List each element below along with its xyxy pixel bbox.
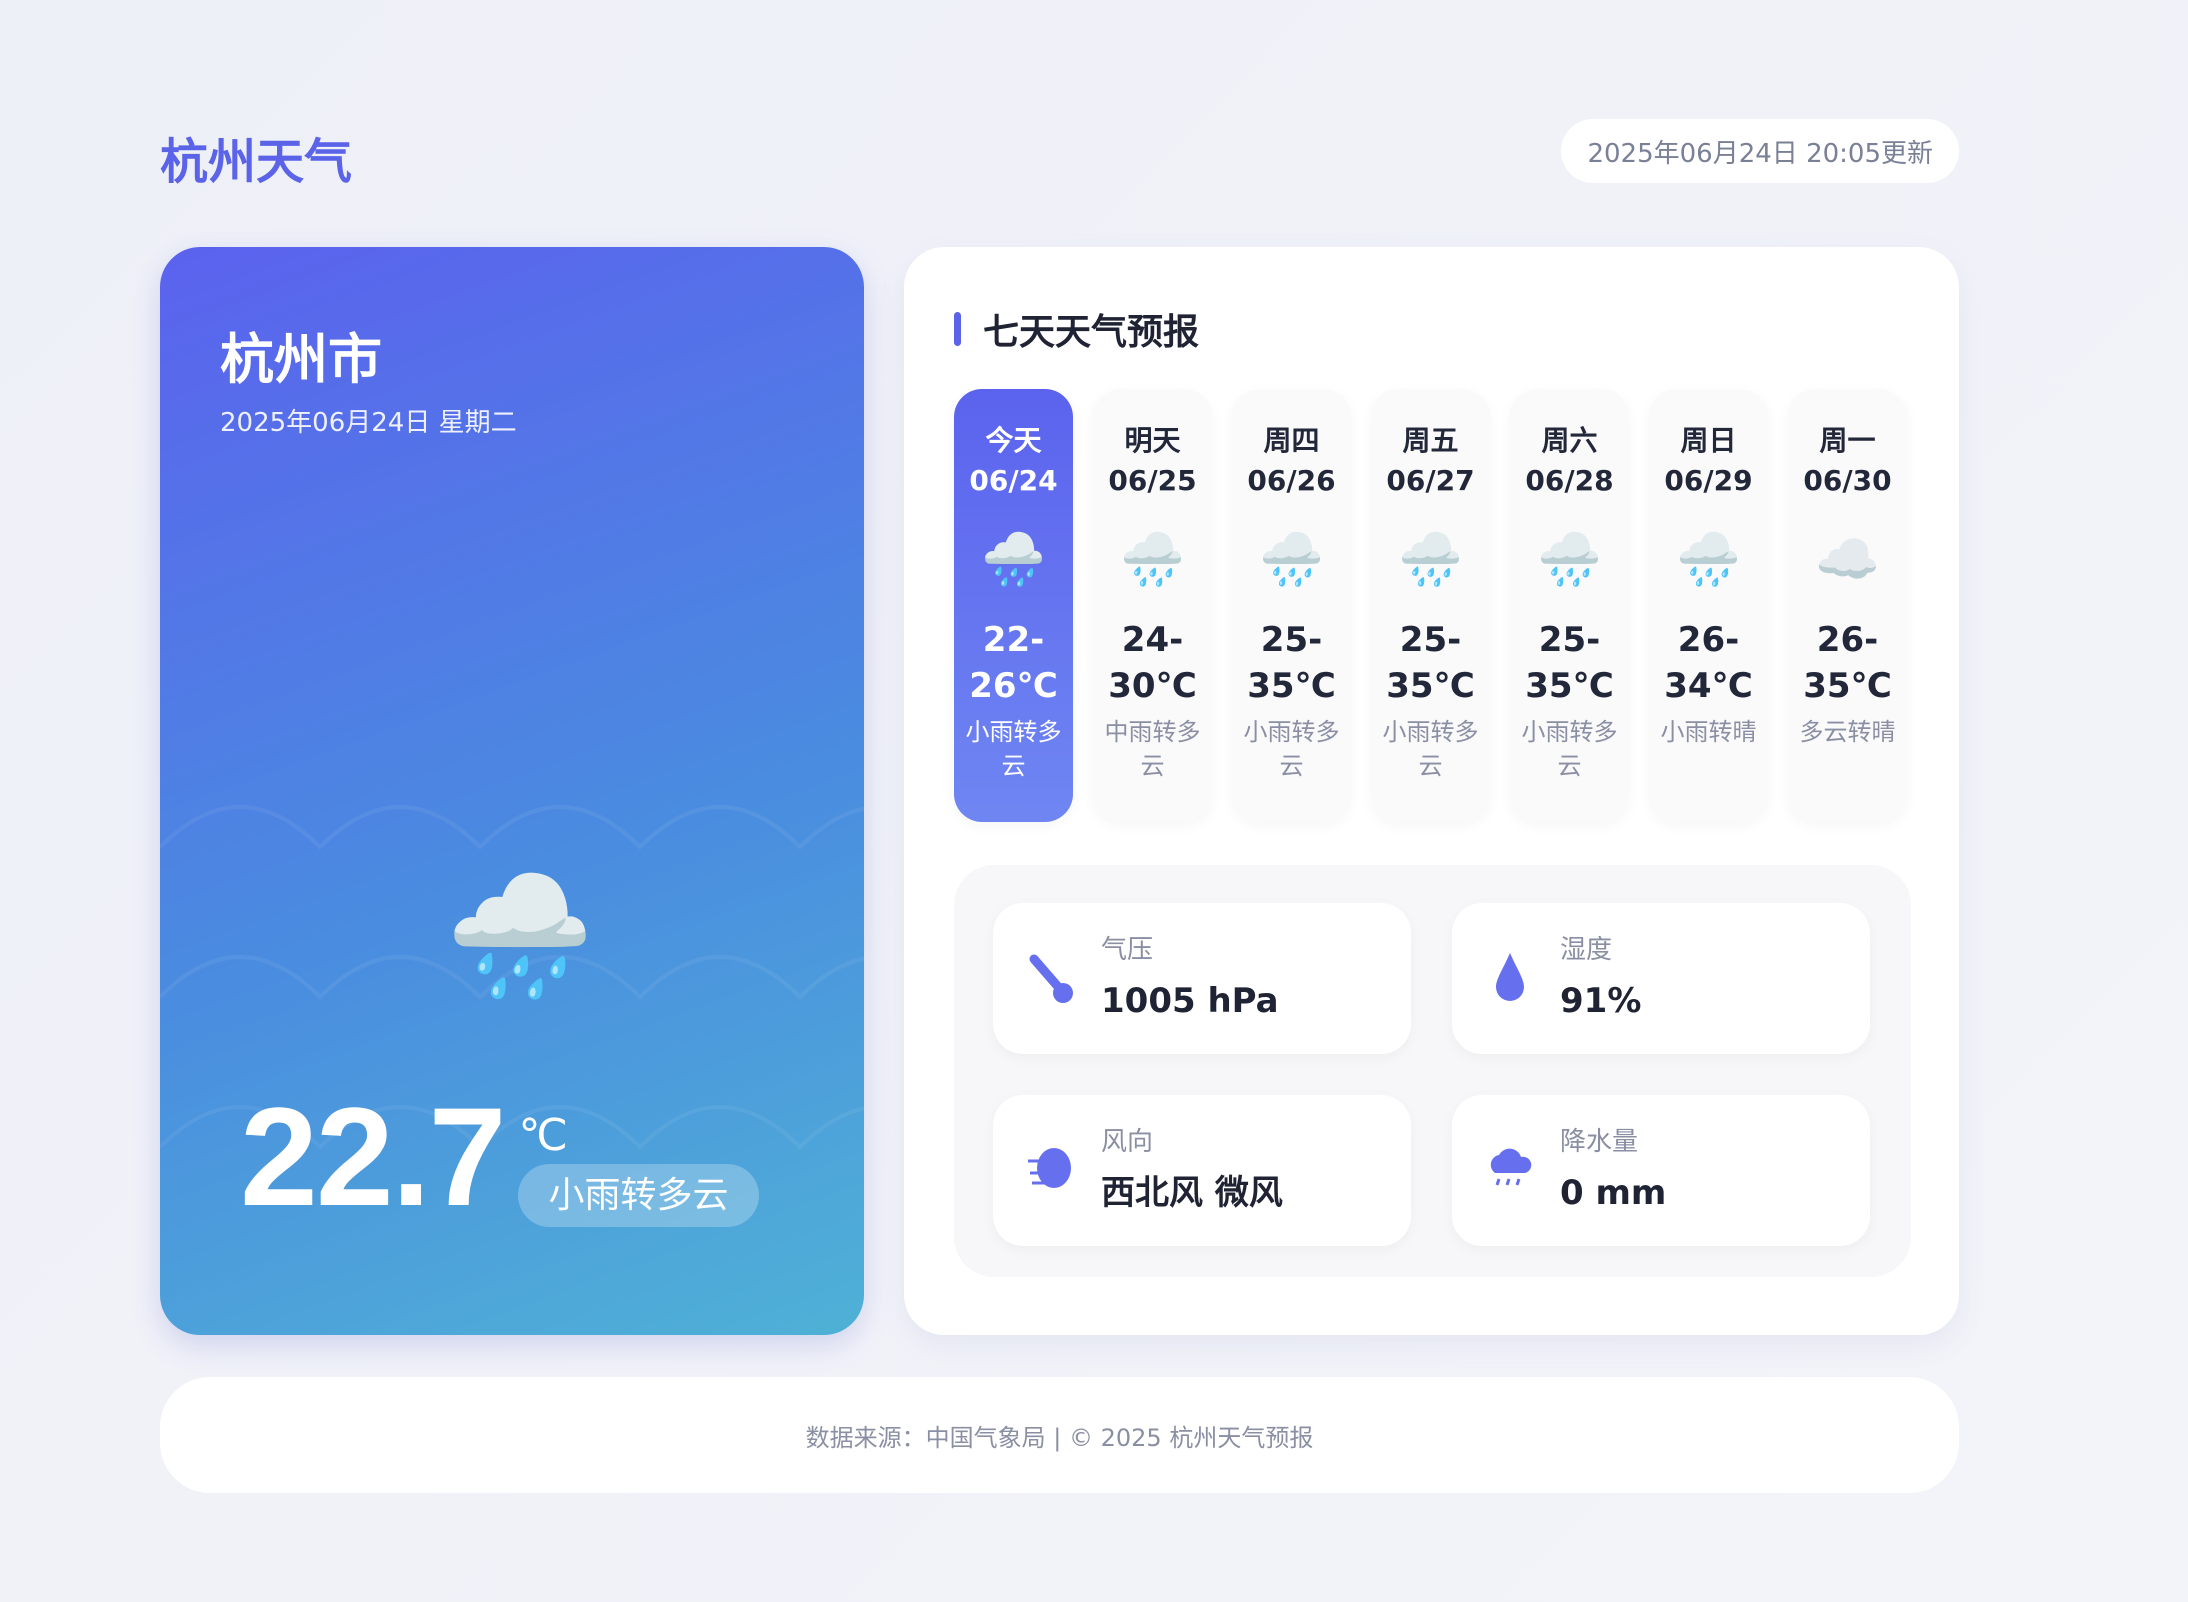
cloud-icon: ☁️: [1815, 530, 1880, 590]
day-date: 06/26: [1247, 464, 1336, 497]
day-name: 周一: [1819, 424, 1876, 457]
title-accent-bar: [954, 312, 961, 346]
forecast-day[interactable]: 今天 06/24 🌧️ 22- 26℃ 小雨转多云: [954, 389, 1073, 822]
stat-label: 湿度: [1560, 935, 1613, 965]
temp-high: 35℃: [1386, 666, 1475, 706]
stat-pressure: 气压 1005 hPa: [993, 903, 1411, 1054]
current-date: 2025年06月24日 星期二: [220, 408, 517, 438]
day-description: 小雨转多云: [965, 718, 1062, 780]
temp-low: 26-: [1816, 620, 1879, 660]
details-panel: 气压 1005 hPa 湿度 91% 风向 西北风 微风 降水量 0 mm: [954, 865, 1911, 1277]
temp-low: 25-: [1260, 620, 1323, 660]
app-title: 杭州天气: [160, 134, 353, 190]
day-name: 明天: [1124, 424, 1181, 457]
day-date: 06/29: [1664, 464, 1753, 497]
forecast-day[interactable]: 周六 06/28 🌧️ 25- 35℃ 小雨转多云: [1510, 389, 1629, 822]
day-description: 小雨转多云: [1382, 718, 1479, 780]
current-reading: 22.7 ℃ 小雨转多云: [240, 1087, 844, 1227]
forecast-day[interactable]: 周一 06/30 ☁️ 26- 35℃ 多云转晴: [1788, 389, 1907, 822]
day-date: 06/30: [1803, 464, 1892, 497]
temp-high: 35℃: [1803, 666, 1892, 706]
day-description: 小雨转多云: [1243, 718, 1340, 780]
day-name: 周五: [1402, 424, 1459, 457]
temp-low: 25-: [1538, 620, 1601, 660]
city-name: 杭州市: [220, 328, 382, 391]
wave-pattern: [160, 805, 864, 1150]
current-description: 小雨转多云: [518, 1163, 759, 1227]
stat-humidity: 湿度 91%: [1452, 903, 1870, 1054]
day-description: 小雨转多云: [1521, 718, 1618, 780]
thermometer-icon: [1023, 951, 1079, 1019]
day-name: 周六: [1541, 424, 1598, 457]
current-temperature: 22.7: [240, 1078, 506, 1235]
day-description: 多云转晴: [1799, 718, 1896, 746]
forecast-day[interactable]: 周五 06/27 🌧️ 25- 35℃ 小雨转多云: [1371, 389, 1490, 822]
stat-label: 气压: [1101, 935, 1154, 965]
forecast-days: 今天 06/24 🌧️ 22- 26℃ 小雨转多云 明天 06/25 🌧️ 24- 30℃ 中雨转多云…: [954, 389, 1907, 822]
stat-value: 0 mm: [1560, 1173, 1667, 1213]
day-name: 周日: [1680, 424, 1737, 457]
day-date: 06/25: [1108, 464, 1197, 497]
droplet-icon: [1482, 951, 1538, 1013]
wind-icon: [1023, 1143, 1079, 1205]
temp-high: 34℃: [1664, 666, 1753, 706]
stat-value: 西北风 微风: [1101, 1173, 1283, 1213]
rain-cloud-icon: 🌧️: [445, 867, 595, 1006]
stat-precipitation: 降水量 0 mm: [1452, 1095, 1870, 1246]
temp-high: 26℃: [969, 666, 1058, 706]
forecast-card: 七天天气预报 今天 06/24 🌧️ 22- 26℃ 小雨转多云 明天 06/25 🌧️ 24- 3…: [904, 247, 1959, 1335]
day-date: 06/27: [1386, 464, 1475, 497]
temp-high: 35℃: [1247, 666, 1336, 706]
current-weather-card: 杭州市 2025年06月24日 星期二 🌧️ 22.7 ℃ 小雨转多云: [160, 247, 864, 1335]
rain-cloud-icon: 🌧️: [981, 530, 1046, 590]
day-description: 小雨转晴: [1660, 718, 1757, 746]
rain-cloud-icon: 🌧️: [1120, 530, 1185, 590]
forecast-title: 七天天气预报: [954, 303, 1200, 355]
rain-cloud-icon: 🌧️: [1259, 530, 1324, 590]
current-reading-side: ℃ 小雨转多云: [518, 1109, 759, 1227]
update-time-badge: 2025年06月24日 20:05更新: [1561, 119, 1959, 183]
footer: 数据来源：中国气象局 | © 2025 杭州天气预报: [160, 1377, 1959, 1493]
temp-low: 22-: [982, 620, 1045, 660]
rain-icon: [1482, 1143, 1538, 1205]
day-name: 今天: [985, 424, 1042, 457]
temp-low: 25-: [1399, 620, 1462, 660]
day-name: 周四: [1263, 424, 1320, 457]
temp-high: 35℃: [1525, 666, 1614, 706]
stat-value: 1005 hPa: [1101, 981, 1279, 1021]
temp-high: 30℃: [1108, 666, 1197, 706]
day-date: 06/28: [1525, 464, 1614, 497]
stat-label: 风向: [1101, 1127, 1154, 1157]
stat-value: 91%: [1560, 981, 1642, 1021]
forecast-title-text: 七天天气预报: [983, 312, 1200, 353]
rain-cloud-icon: 🌧️: [1537, 530, 1602, 590]
forecast-day[interactable]: 周日 06/29 🌧️ 26- 34℃ 小雨转晴: [1649, 389, 1768, 822]
rain-cloud-icon: 🌧️: [1676, 530, 1741, 590]
stat-wind: 风向 西北风 微风: [993, 1095, 1411, 1246]
day-description: 中雨转多云: [1104, 718, 1201, 780]
temperature-unit: ℃: [518, 1109, 568, 1161]
rain-cloud-icon: 🌧️: [1398, 530, 1463, 590]
temp-low: 24-: [1121, 620, 1184, 660]
forecast-day[interactable]: 周四 06/26 🌧️ 25- 35℃ 小雨转多云: [1232, 389, 1351, 822]
temp-low: 26-: [1677, 620, 1740, 660]
stat-label: 降水量: [1560, 1127, 1639, 1157]
day-date: 06/24: [969, 464, 1058, 497]
forecast-day[interactable]: 明天 06/25 🌧️ 24- 30℃ 中雨转多云: [1093, 389, 1212, 822]
